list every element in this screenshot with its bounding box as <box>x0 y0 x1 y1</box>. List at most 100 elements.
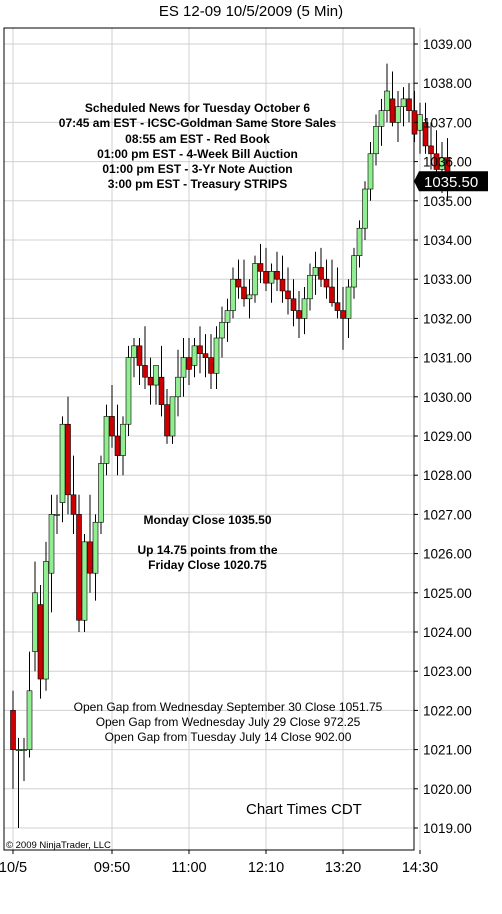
candle-body <box>362 188 368 229</box>
chart-title: ES 12-09 10/5/2009 (5 Min) <box>158 3 344 20</box>
candle <box>307 263 313 311</box>
candle <box>356 220 363 268</box>
y-tick-label: 1025.00 <box>423 586 472 601</box>
candle <box>191 338 198 378</box>
candle <box>400 87 407 127</box>
candle-body <box>219 322 225 339</box>
candle <box>120 416 126 476</box>
y-axis: 1019.00 1020.00 1021.00 1022.00 1023.00 1024.… <box>414 37 472 836</box>
x-tick-label: 12:10 <box>248 860 284 876</box>
y-tick-label: 1034.00 <box>423 233 472 248</box>
candle <box>384 63 390 123</box>
y-tick-label: 1038.00 <box>423 76 472 91</box>
candle <box>125 345 132 436</box>
candle-body <box>158 376 165 405</box>
candle <box>318 247 324 288</box>
candle <box>230 267 236 319</box>
candle-body <box>318 267 324 280</box>
candle <box>81 534 88 632</box>
candle-body <box>433 153 440 170</box>
plot-frame <box>3 27 415 851</box>
candle-body <box>345 286 352 319</box>
gap-item: Open Gap from Tuesday July 14 Close 902.… <box>104 730 352 744</box>
gap-item: Open Gap from Wednesday September 30 Clo… <box>73 700 383 714</box>
y-tick-label: 1020.00 <box>423 782 472 797</box>
candle-body <box>153 365 159 386</box>
candle-body <box>131 345 137 358</box>
candle-body <box>109 416 115 437</box>
y-tick-label: 1027.00 <box>423 507 472 522</box>
candle-body <box>142 365 148 378</box>
candle-body <box>340 310 346 319</box>
candle <box>252 255 258 303</box>
y-tick-label: 1032.00 <box>423 311 472 326</box>
candle-body <box>15 749 22 751</box>
candle <box>98 455 104 534</box>
candle-body <box>224 310 231 323</box>
news-item: 01:00 pm EST - 4-Week Bill Auction <box>97 146 298 161</box>
candle-body <box>120 423 126 456</box>
candle <box>428 122 434 170</box>
candle <box>114 404 121 476</box>
candle-body <box>373 126 379 155</box>
candle-body <box>301 298 308 319</box>
candle-body <box>428 145 434 155</box>
candle <box>257 243 264 284</box>
candle <box>274 251 280 291</box>
candle <box>103 404 110 476</box>
candle <box>208 334 214 389</box>
news-item: 3:00 pm EST - Treasury STRIPS <box>107 177 288 192</box>
candle-body <box>307 274 313 300</box>
y-tick-label: 1019.00 <box>423 821 472 836</box>
candle-body <box>296 310 302 319</box>
candle <box>43 541 49 691</box>
candle-body <box>367 153 374 190</box>
candle <box>32 561 38 672</box>
candle <box>219 306 225 358</box>
monday-close: Monday Close 1035.50 <box>143 513 272 527</box>
x-tick-label: 09:50 <box>94 860 130 876</box>
candle-body <box>235 278 242 288</box>
x-axis: 10/5 09:50 11:00 12:10 13:20 14:30 <box>0 850 438 876</box>
candle <box>213 326 220 389</box>
candle <box>389 71 396 127</box>
candle <box>290 279 297 327</box>
candle-body <box>48 514 55 574</box>
x-tick-label: 14:30 <box>402 860 438 876</box>
close-summary: Monday Close 1035.50 Up 14.75 points fro… <box>0 513 415 573</box>
candle-body <box>186 357 192 370</box>
candle-body <box>285 290 291 300</box>
candle <box>109 385 115 448</box>
last-price-label: 1035.50 <box>424 174 478 191</box>
y-tick-label: 1023.00 <box>423 664 472 679</box>
candle-body <box>125 357 132 425</box>
candle-body <box>81 541 88 621</box>
candle <box>340 287 346 350</box>
candle <box>279 255 286 303</box>
candle-body <box>147 376 154 386</box>
candle <box>406 83 412 123</box>
candle-body <box>323 278 330 288</box>
candle-body <box>356 227 363 256</box>
candle-body <box>279 278 286 292</box>
candle-body <box>439 157 445 170</box>
candle <box>235 259 242 299</box>
candle <box>87 494 93 593</box>
news-item: 08:55 am EST - Red Book <box>125 131 270 146</box>
candle-body <box>191 345 198 366</box>
candle-body <box>54 514 60 516</box>
candle <box>323 259 330 299</box>
chart-times-note: Chart Times CDT <box>246 801 362 818</box>
candle-body <box>252 263 258 296</box>
candle-body <box>169 396 176 437</box>
candle-body <box>114 435 121 456</box>
candle <box>268 263 275 303</box>
candle <box>186 338 192 386</box>
scheduled-news: Scheduled News for Tuesday October 6 07:… <box>0 101 395 193</box>
candle <box>65 396 71 515</box>
grid-lines <box>4 28 421 850</box>
candle <box>417 102 423 154</box>
candle <box>158 345 165 417</box>
candle-body <box>422 122 429 147</box>
